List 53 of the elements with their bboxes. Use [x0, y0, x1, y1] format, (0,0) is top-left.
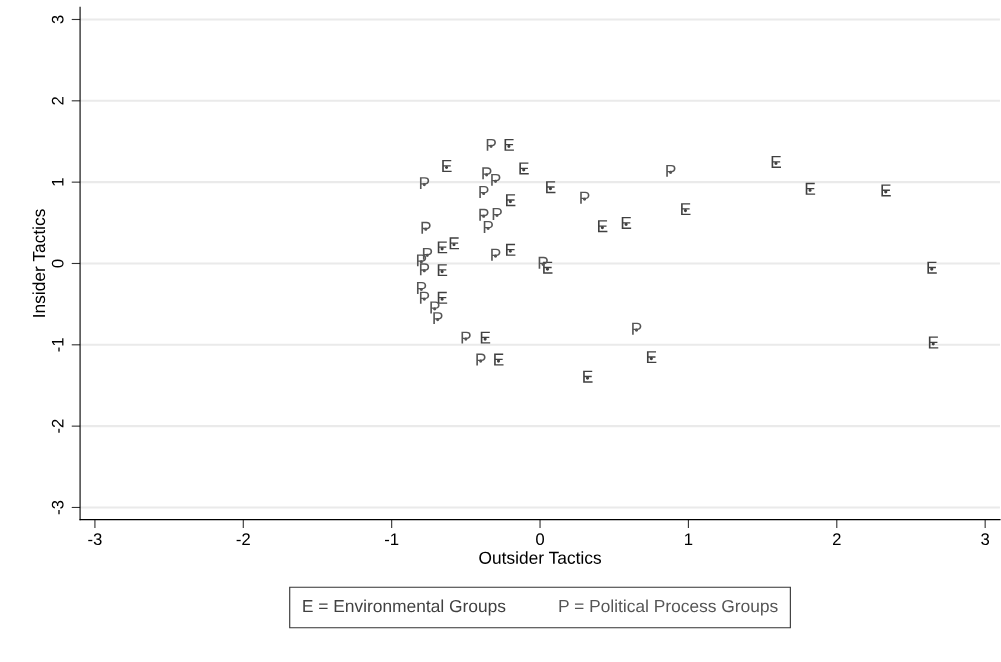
data-label: E — [480, 331, 491, 344]
data-label: P — [421, 221, 431, 234]
data-label: E — [771, 155, 781, 168]
x-tick-label: 3 — [981, 533, 990, 546]
data-label: E — [519, 162, 529, 175]
data-label: E — [504, 138, 514, 151]
x-tick-label: -1 — [385, 533, 399, 545]
data-label: E — [506, 194, 516, 207]
data-label: E — [646, 351, 657, 364]
data-label: P — [580, 191, 590, 204]
data-label: P — [632, 322, 642, 335]
data-label: E — [881, 184, 891, 197]
data-label: E — [597, 220, 608, 233]
data-label: E — [449, 237, 460, 250]
x-tick-label: -2 — [236, 533, 250, 545]
data-label: E — [506, 243, 516, 256]
y-tick-label: 3 — [51, 15, 64, 24]
data-label: P — [666, 164, 676, 177]
y-tick-label: 1 — [51, 178, 64, 186]
data-label: E — [928, 336, 939, 349]
data-label: E — [583, 370, 593, 383]
data-label: E — [442, 160, 452, 172]
text: E = Environmental Groups — [303, 599, 506, 616]
data-label: E — [437, 241, 448, 254]
y-tick-label: 2 — [51, 97, 64, 105]
y-tick-label: -3 — [51, 500, 64, 515]
data-label: P — [483, 221, 493, 233]
y-axis-title: Insider Tactics — [32, 209, 46, 317]
data-label: E — [621, 216, 632, 229]
data-label: P — [433, 312, 443, 325]
x-tick-label: 1 — [685, 533, 693, 545]
data-label: E — [546, 181, 556, 194]
data-label: P — [461, 331, 471, 344]
data-label: P — [479, 208, 489, 221]
data-label: E — [805, 182, 816, 195]
data-label: E — [437, 264, 448, 277]
data-label: P — [476, 353, 486, 366]
text: P = Political Process Groups — [559, 599, 778, 616]
x-axis-title: Outsider Tactics — [479, 551, 602, 564]
data-label: P — [482, 167, 492, 180]
y-tick-label: -1 — [51, 338, 64, 352]
data-label: P — [492, 208, 502, 220]
data-label: P — [491, 248, 501, 261]
y-tick-label: 0 — [51, 259, 64, 268]
y-tick-label: -2 — [51, 419, 64, 433]
data-label: E — [494, 353, 504, 366]
data-label: E — [927, 261, 937, 274]
data-label: P — [479, 186, 489, 199]
x-tick-label: 2 — [832, 533, 841, 545]
x-tick-label: 0 — [536, 533, 545, 546]
data-label: E — [681, 203, 691, 216]
x-tick-label: -3 — [88, 533, 102, 546]
data-label: P — [491, 173, 501, 186]
